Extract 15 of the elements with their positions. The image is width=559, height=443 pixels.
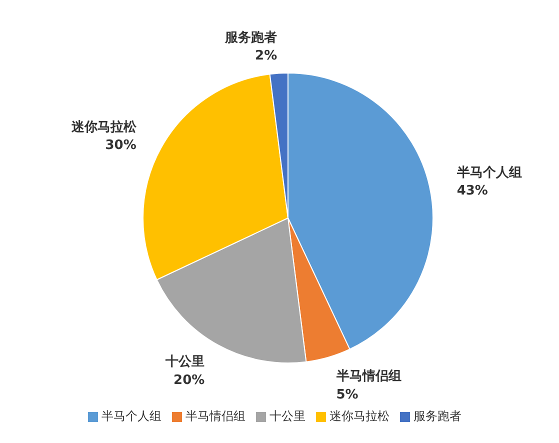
legend-label: 服务跑者 <box>414 409 462 423</box>
legend-label: 迷你马拉松 <box>330 409 390 423</box>
slice-label: 半马个人组 <box>456 165 522 180</box>
data-label: 5% <box>336 387 358 402</box>
slice-label: 十公里 <box>164 354 205 370</box>
legend-label: 十公里 <box>270 409 306 423</box>
legend-label: 半马个人组 <box>102 409 162 423</box>
legend-label: 半马情侣组 <box>186 409 246 423</box>
data-label: 30% <box>105 138 136 153</box>
slice-label: 半马情侣组 <box>335 369 402 384</box>
data-label: 2% <box>255 48 278 64</box>
data-label: 20% <box>174 372 205 388</box>
slice-label: 服务跑者 <box>224 30 278 46</box>
slice-label: 迷你马拉松 <box>70 120 138 135</box>
data-label: 43% <box>456 184 488 199</box>
